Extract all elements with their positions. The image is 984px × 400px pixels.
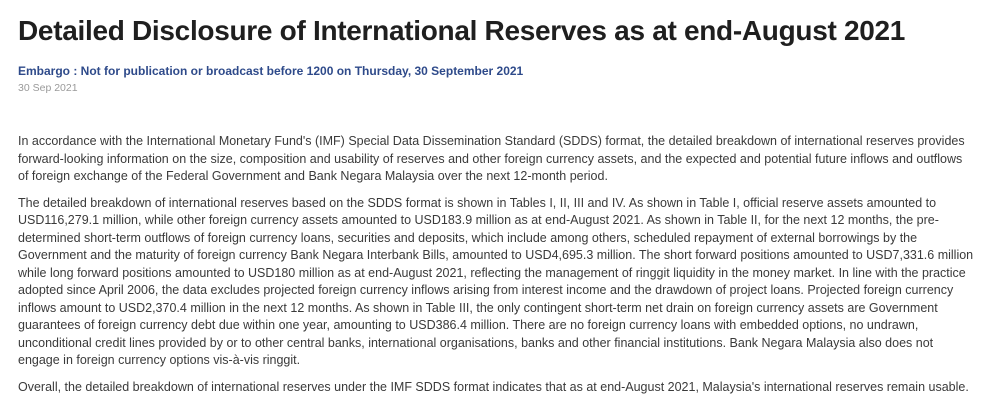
embargo-notice: Embargo : Not for publication or broadca… (18, 64, 524, 78)
page-title: Detailed Disclosure of International Res… (18, 15, 906, 46)
article-body: In accordance with the International Mon… (18, 133, 974, 396)
publish-date: 30 Sep 2021 (18, 82, 78, 94)
paragraph-conclusion: Overall, the detailed breakdown of inter… (18, 379, 969, 394)
paragraph-breakdown: The detailed breakdown of international … (18, 195, 974, 368)
paragraph-intro: In accordance with the International Mon… (18, 134, 965, 183)
